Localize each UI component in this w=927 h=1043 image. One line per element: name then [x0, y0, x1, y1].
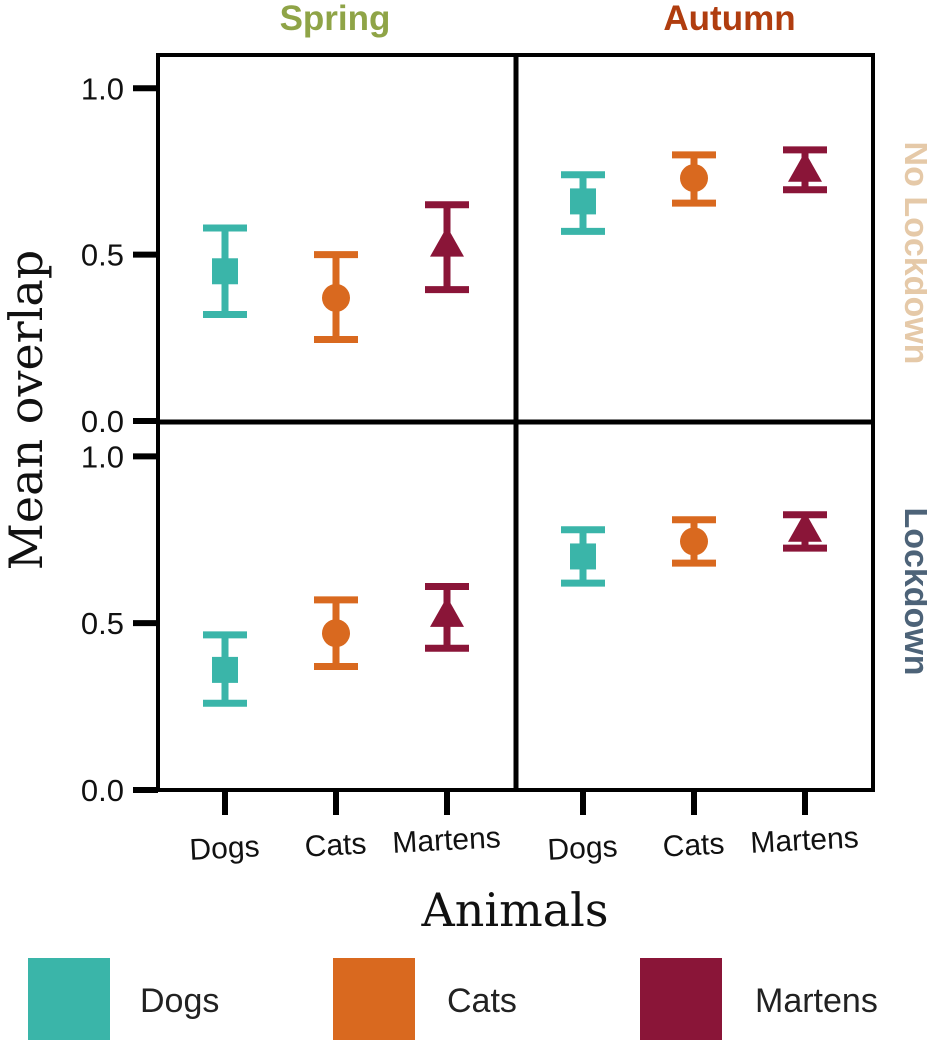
- facet-column-label: Spring: [280, 0, 391, 38]
- x-tick-label: Martens: [750, 821, 860, 860]
- point-range-cats: [672, 151, 716, 207]
- point-square: [570, 543, 596, 570]
- point-range-martens: [783, 146, 827, 194]
- legend-entry-cats: Cats: [333, 958, 517, 1040]
- y-tick-label: 0.0: [81, 404, 124, 439]
- point-range-cats: [672, 516, 716, 567]
- point-triangle: [788, 511, 822, 542]
- y-tick-label: 1.0: [81, 439, 124, 474]
- y-tick-label: 0.0: [81, 773, 124, 808]
- point-square: [212, 656, 238, 683]
- point-range-dogs: [203, 224, 247, 319]
- point-circle: [322, 283, 350, 312]
- point-triangle: [430, 226, 464, 257]
- legend-layer: Dogs Cats Martens: [28, 958, 878, 1040]
- facet-row-label: Lockdown: [897, 507, 927, 675]
- point-range-dogs: [561, 526, 605, 587]
- x-tick-label: Dogs: [189, 830, 261, 867]
- y-axis-title: Mean overlap: [0, 250, 53, 570]
- x-tick-label: Cats: [304, 827, 367, 863]
- point-range-cats: [314, 596, 358, 671]
- legend-swatch: [333, 958, 415, 1040]
- point-range-cats: [314, 251, 358, 343]
- y-tick-label: 1.0: [81, 71, 124, 106]
- point-range-dogs: [561, 171, 605, 235]
- point-range-martens: [425, 201, 469, 294]
- point-circle: [322, 619, 350, 648]
- x-tick-label: Martens: [392, 821, 502, 860]
- legend-label: Dogs: [140, 982, 219, 1020]
- x-tick-label: Dogs: [547, 830, 619, 867]
- point-triangle: [430, 596, 464, 627]
- point-circle: [680, 527, 708, 556]
- legend-swatch: [640, 958, 722, 1040]
- labels-layer: Spring Autumn No Lockdown Lockdown Mean over…: [0, 0, 927, 937]
- marks-layer: [203, 146, 827, 707]
- point-range-martens: [425, 582, 469, 652]
- point-circle: [680, 164, 708, 193]
- legend-entry-dogs: Dogs: [28, 958, 219, 1040]
- x-tick-label: Cats: [662, 827, 725, 863]
- point-range-martens: [783, 511, 827, 552]
- point-range-dogs: [203, 631, 247, 707]
- y-tick-label: 0.5: [81, 238, 124, 273]
- facet-row-label: No Lockdown: [897, 142, 927, 365]
- point-square: [212, 258, 238, 285]
- point-triangle: [788, 151, 822, 182]
- y-tick-label: 0.5: [81, 606, 124, 641]
- legend-swatch: [28, 958, 110, 1040]
- panels-layer: [156, 53, 875, 792]
- legend-entry-martens: Martens: [640, 958, 878, 1040]
- legend-label: Martens: [755, 982, 878, 1020]
- point-square: [570, 188, 596, 215]
- facet-column-label: Autumn: [663, 0, 795, 38]
- x-axis-title: Animals: [421, 883, 609, 937]
- legend-label: Cats: [447, 982, 517, 1020]
